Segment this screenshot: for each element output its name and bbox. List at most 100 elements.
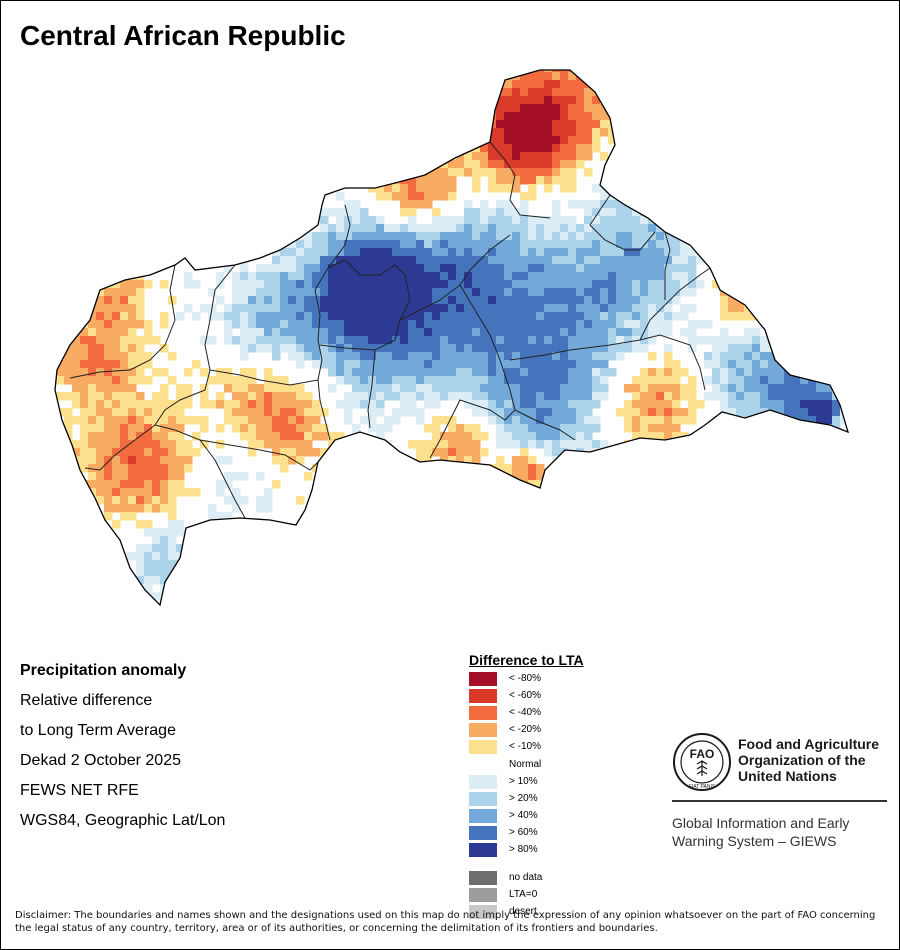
raster-cell <box>152 536 161 545</box>
raster-cell <box>232 400 241 409</box>
raster-cell <box>536 160 545 169</box>
raster-cell <box>624 280 633 289</box>
raster-cell <box>784 448 793 457</box>
raster-cell <box>616 224 625 233</box>
raster-cell <box>520 256 529 265</box>
raster-cell <box>248 448 257 457</box>
raster-cell <box>296 288 305 297</box>
raster-cell <box>432 416 441 425</box>
raster-cell <box>368 176 377 185</box>
raster-cell <box>520 448 529 457</box>
raster-cell <box>616 344 625 353</box>
raster-cell <box>672 288 681 297</box>
raster-cell <box>344 248 353 257</box>
raster-cell <box>536 168 545 177</box>
raster-cell <box>176 440 185 449</box>
raster-cell <box>80 440 89 449</box>
raster-cell <box>408 200 417 209</box>
raster-cell <box>144 504 153 513</box>
raster-cell <box>128 584 137 593</box>
raster-cell <box>144 440 153 449</box>
raster-cell <box>632 240 641 249</box>
raster-cell <box>632 176 641 185</box>
raster-cell <box>168 376 177 385</box>
raster-cell <box>680 384 689 393</box>
raster-cell <box>600 232 609 241</box>
raster-cell <box>680 408 689 417</box>
raster-cell <box>536 70 545 73</box>
raster-cell <box>360 288 369 297</box>
raster-cell <box>576 232 585 241</box>
raster-cell <box>560 352 569 361</box>
raster-cell <box>296 360 305 369</box>
raster-cell <box>560 296 569 305</box>
raster-cell <box>288 304 297 313</box>
raster-cell <box>360 216 369 225</box>
raster-cell <box>256 392 265 401</box>
raster-cell <box>408 384 417 393</box>
raster-cell <box>480 432 489 441</box>
raster-cell <box>424 496 433 505</box>
raster-cell <box>400 368 409 377</box>
raster-cell <box>96 456 105 465</box>
raster-cell <box>104 296 113 305</box>
raster-cell <box>416 456 425 465</box>
raster-cell <box>592 304 601 313</box>
raster-cell <box>528 264 537 273</box>
raster-cell <box>456 248 465 257</box>
map-info: Precipitation anomaly Relative differenc… <box>20 656 225 836</box>
raster-cell <box>248 272 257 281</box>
raster-cell <box>424 384 433 393</box>
raster-cell <box>432 464 441 473</box>
raster-cell <box>640 200 649 209</box>
raster-cell <box>136 280 145 289</box>
raster-cell <box>504 552 513 561</box>
raster-cell <box>456 520 465 529</box>
raster-cell <box>608 336 617 345</box>
raster-cell <box>728 344 737 353</box>
raster-cell <box>792 424 801 433</box>
raster-cell <box>320 328 329 337</box>
raster-cell <box>808 368 817 377</box>
raster-cell <box>496 70 505 73</box>
raster-cell <box>552 128 561 137</box>
raster-cell <box>104 408 113 417</box>
raster-cell <box>488 280 497 289</box>
raster-cell <box>448 488 457 497</box>
raster-cell <box>728 304 737 313</box>
raster-cell <box>504 352 513 361</box>
raster-cell <box>136 472 145 481</box>
raster-cell <box>656 200 665 209</box>
raster-cell <box>160 400 169 409</box>
raster-cell <box>520 440 529 449</box>
raster-cell <box>144 568 153 577</box>
raster-cell <box>184 584 193 593</box>
raster-cell <box>552 392 561 401</box>
raster-cell <box>520 232 529 241</box>
raster-cell <box>560 432 569 441</box>
raster-cell <box>488 272 497 281</box>
raster-cell <box>384 288 393 297</box>
raster-cell <box>64 376 73 385</box>
raster-cell <box>352 200 361 209</box>
raster-cell <box>760 296 769 305</box>
raster-cell <box>512 472 521 481</box>
raster-cell <box>568 344 577 353</box>
raster-cell <box>352 424 361 433</box>
raster-cell <box>536 240 545 249</box>
raster-cell <box>648 176 657 185</box>
raster-cell <box>472 256 481 265</box>
raster-cell <box>112 280 121 289</box>
raster-cell <box>448 288 457 297</box>
raster-cell <box>640 336 649 345</box>
raster-cell <box>744 408 753 417</box>
raster-cell <box>408 264 417 273</box>
raster-cell <box>216 136 225 145</box>
raster-cell <box>656 128 665 137</box>
raster-cell <box>496 608 505 617</box>
raster-cell <box>280 304 289 313</box>
raster-cell <box>168 456 177 465</box>
raster-cell <box>408 392 417 401</box>
raster-cell <box>400 200 409 209</box>
raster-cell <box>848 80 857 89</box>
